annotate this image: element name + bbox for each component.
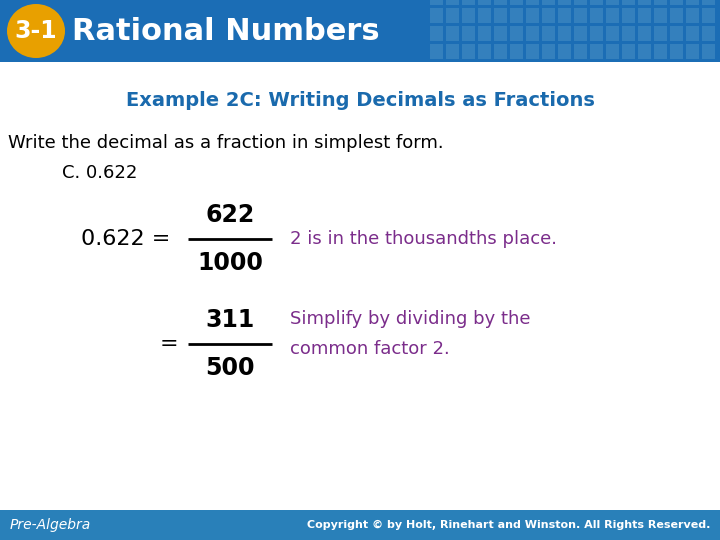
FancyBboxPatch shape <box>526 8 539 23</box>
FancyBboxPatch shape <box>670 0 683 5</box>
FancyBboxPatch shape <box>558 26 571 41</box>
FancyBboxPatch shape <box>0 510 720 540</box>
FancyBboxPatch shape <box>510 0 523 5</box>
FancyBboxPatch shape <box>478 26 491 41</box>
FancyBboxPatch shape <box>542 0 555 5</box>
FancyBboxPatch shape <box>478 44 491 59</box>
FancyBboxPatch shape <box>686 8 699 23</box>
FancyBboxPatch shape <box>478 8 491 23</box>
FancyBboxPatch shape <box>574 8 587 23</box>
FancyBboxPatch shape <box>542 8 555 23</box>
FancyBboxPatch shape <box>446 8 459 23</box>
FancyBboxPatch shape <box>558 0 571 5</box>
FancyBboxPatch shape <box>462 26 475 41</box>
FancyBboxPatch shape <box>494 44 507 59</box>
FancyBboxPatch shape <box>638 44 651 59</box>
Text: C. 0.622: C. 0.622 <box>62 164 138 182</box>
FancyBboxPatch shape <box>462 0 475 5</box>
FancyBboxPatch shape <box>0 0 720 62</box>
FancyBboxPatch shape <box>574 44 587 59</box>
Text: 2 is in the thousandths place.: 2 is in the thousandths place. <box>290 230 557 248</box>
FancyBboxPatch shape <box>574 26 587 41</box>
Text: Write the decimal as a fraction in simplest form.: Write the decimal as a fraction in simpl… <box>8 134 444 152</box>
FancyBboxPatch shape <box>494 26 507 41</box>
FancyBboxPatch shape <box>654 0 667 5</box>
FancyBboxPatch shape <box>462 8 475 23</box>
FancyBboxPatch shape <box>494 8 507 23</box>
FancyBboxPatch shape <box>446 0 459 5</box>
FancyBboxPatch shape <box>670 8 683 23</box>
FancyBboxPatch shape <box>430 8 443 23</box>
FancyBboxPatch shape <box>558 44 571 59</box>
FancyBboxPatch shape <box>590 0 603 5</box>
FancyBboxPatch shape <box>590 44 603 59</box>
Text: =: = <box>159 334 178 354</box>
Text: Pre-Algebra: Pre-Algebra <box>10 518 91 532</box>
FancyBboxPatch shape <box>606 8 619 23</box>
Text: Rational Numbers: Rational Numbers <box>72 17 379 45</box>
FancyBboxPatch shape <box>638 8 651 23</box>
FancyBboxPatch shape <box>510 8 523 23</box>
FancyBboxPatch shape <box>686 26 699 41</box>
FancyBboxPatch shape <box>654 26 667 41</box>
FancyBboxPatch shape <box>494 0 507 5</box>
FancyBboxPatch shape <box>686 44 699 59</box>
FancyBboxPatch shape <box>430 0 443 5</box>
Text: 622: 622 <box>205 203 255 227</box>
FancyBboxPatch shape <box>430 26 443 41</box>
FancyBboxPatch shape <box>638 26 651 41</box>
FancyBboxPatch shape <box>526 26 539 41</box>
FancyBboxPatch shape <box>702 44 715 59</box>
FancyBboxPatch shape <box>638 0 651 5</box>
FancyBboxPatch shape <box>606 44 619 59</box>
FancyBboxPatch shape <box>462 44 475 59</box>
FancyBboxPatch shape <box>654 44 667 59</box>
FancyBboxPatch shape <box>446 44 459 59</box>
FancyBboxPatch shape <box>526 0 539 5</box>
Ellipse shape <box>7 4 65 58</box>
Text: 3-1: 3-1 <box>14 19 58 43</box>
FancyBboxPatch shape <box>622 44 635 59</box>
FancyBboxPatch shape <box>622 0 635 5</box>
FancyBboxPatch shape <box>478 0 491 5</box>
FancyBboxPatch shape <box>590 26 603 41</box>
Text: 500: 500 <box>205 356 255 380</box>
FancyBboxPatch shape <box>702 26 715 41</box>
Text: Copyright © by Holt, Rinehart and Winston. All Rights Reserved.: Copyright © by Holt, Rinehart and Winsto… <box>307 520 710 530</box>
Text: Simplify by dividing by the
common factor 2.: Simplify by dividing by the common facto… <box>290 310 531 357</box>
FancyBboxPatch shape <box>526 44 539 59</box>
FancyBboxPatch shape <box>606 26 619 41</box>
FancyBboxPatch shape <box>702 8 715 23</box>
FancyBboxPatch shape <box>430 44 443 59</box>
FancyBboxPatch shape <box>670 26 683 41</box>
FancyBboxPatch shape <box>510 44 523 59</box>
Text: 311: 311 <box>205 308 255 332</box>
FancyBboxPatch shape <box>622 26 635 41</box>
FancyBboxPatch shape <box>606 0 619 5</box>
FancyBboxPatch shape <box>558 8 571 23</box>
FancyBboxPatch shape <box>510 26 523 41</box>
Text: 1000: 1000 <box>197 251 263 275</box>
FancyBboxPatch shape <box>542 26 555 41</box>
FancyBboxPatch shape <box>670 44 683 59</box>
FancyBboxPatch shape <box>686 0 699 5</box>
FancyBboxPatch shape <box>542 44 555 59</box>
FancyBboxPatch shape <box>702 0 715 5</box>
FancyBboxPatch shape <box>590 8 603 23</box>
FancyBboxPatch shape <box>574 0 587 5</box>
Text: Example 2C: Writing Decimals as Fractions: Example 2C: Writing Decimals as Fraction… <box>125 91 595 110</box>
FancyBboxPatch shape <box>622 8 635 23</box>
FancyBboxPatch shape <box>654 8 667 23</box>
Text: 0.622 =: 0.622 = <box>81 229 170 249</box>
FancyBboxPatch shape <box>446 26 459 41</box>
